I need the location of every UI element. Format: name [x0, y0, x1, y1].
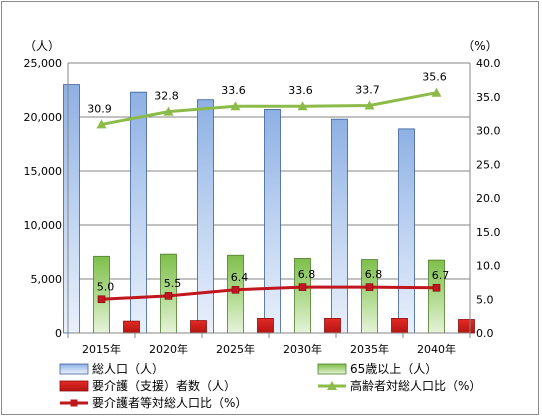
- data-label: 30.9: [87, 102, 112, 115]
- left-tick-label: 15,000: [24, 165, 63, 178]
- bar: [257, 318, 274, 334]
- category-label: 2020年: [149, 342, 188, 356]
- right-tick-label: 25.0: [476, 158, 501, 171]
- legend-marker: [327, 381, 337, 390]
- data-label: 6.8: [365, 268, 383, 281]
- right-tick-label: 0.0: [476, 327, 494, 340]
- point: [364, 100, 375, 110]
- series-line: [101, 91, 437, 126]
- category-label: 2030年: [283, 342, 322, 356]
- data-label: 32.8: [154, 90, 179, 103]
- series-line: [101, 285, 437, 301]
- point: [231, 285, 240, 294]
- bar: [391, 318, 408, 334]
- legend-swatch: [59, 380, 89, 392]
- point: [230, 101, 241, 111]
- bar: [398, 128, 415, 334]
- point: [365, 283, 374, 291]
- point: [96, 119, 107, 129]
- left-tick-label: 5,000: [31, 273, 63, 286]
- data-label: 5.0: [97, 280, 115, 293]
- bar: [324, 318, 341, 334]
- legend-label: 要介護者等対総人口比（%）: [92, 395, 247, 410]
- category-label: 2015年: [82, 342, 121, 356]
- data-label: 6.7: [432, 269, 450, 282]
- right-tick-label: 30.0: [476, 125, 501, 138]
- right-tick-label: 15.0: [476, 226, 501, 239]
- series-lines: [96, 87, 442, 304]
- data-label: 33.6: [221, 84, 246, 97]
- point: [97, 295, 106, 304]
- data-label: 6.8: [298, 268, 316, 281]
- right-tick-label: 10.0: [476, 260, 501, 273]
- right-tick-label: 35.0: [476, 91, 501, 104]
- point: [297, 101, 308, 111]
- point: [298, 283, 307, 291]
- right-tick-label: 5.0: [476, 293, 494, 306]
- legend: 総人口（人） 65歳以上（人） 要介護（支援）者数（人） 高齢者対総人口比（%） 要介護…: [59, 362, 481, 410]
- bars: [63, 84, 475, 334]
- right-tick-label: 40.0: [476, 57, 501, 70]
- data-label: 5.5: [164, 277, 182, 290]
- axes: 0 5,000 10,000 15,000 20,000 25,000 0.0 5.0 10.0…: [24, 57, 501, 356]
- left-tick-label: 25,000: [24, 57, 63, 70]
- category-label: 2025年: [216, 342, 255, 356]
- left-axis-unit: （人）: [24, 39, 60, 53]
- bar: [264, 109, 281, 334]
- legend-marker: [70, 399, 78, 407]
- data-label: 33.6: [288, 84, 313, 97]
- data-label: 33.7: [355, 84, 380, 97]
- bar: [331, 118, 348, 334]
- legend-label: 要介護（支援）者数（人）: [92, 378, 236, 393]
- data-label: 35.6: [422, 71, 447, 84]
- point: [164, 292, 173, 300]
- legend-swatch: [59, 363, 89, 375]
- right-axis-unit: （%）: [462, 39, 497, 53]
- bar: [93, 255, 110, 334]
- bar: [458, 319, 475, 334]
- bar: [197, 99, 214, 334]
- bar: [227, 254, 244, 334]
- category-label: 2035年: [350, 342, 389, 356]
- bar: [190, 320, 207, 334]
- data-labels: 30.9 32.8 33.6 33.6 33.7 35.6 5.0 5.5 6.4 6.8 6.8 6…: [87, 71, 449, 294]
- bar: [123, 320, 140, 334]
- legend-label: 65歳以上（人）: [350, 362, 437, 376]
- bar: [63, 84, 80, 334]
- right-tick-label: 20.0: [476, 192, 501, 205]
- point: [431, 87, 442, 97]
- legend-label: 総人口（人）: [92, 362, 164, 376]
- legend-swatch: [317, 363, 347, 375]
- category-label: 2040年: [417, 342, 456, 356]
- left-tick-label: 0: [55, 327, 62, 340]
- left-tick-label: 10,000: [24, 219, 63, 232]
- point: [432, 283, 441, 292]
- data-label: 6.4: [231, 271, 249, 284]
- legend-label: 高齢者対総人口比（%）: [350, 378, 481, 393]
- left-tick-label: 20,000: [24, 111, 63, 124]
- point: [163, 106, 174, 116]
